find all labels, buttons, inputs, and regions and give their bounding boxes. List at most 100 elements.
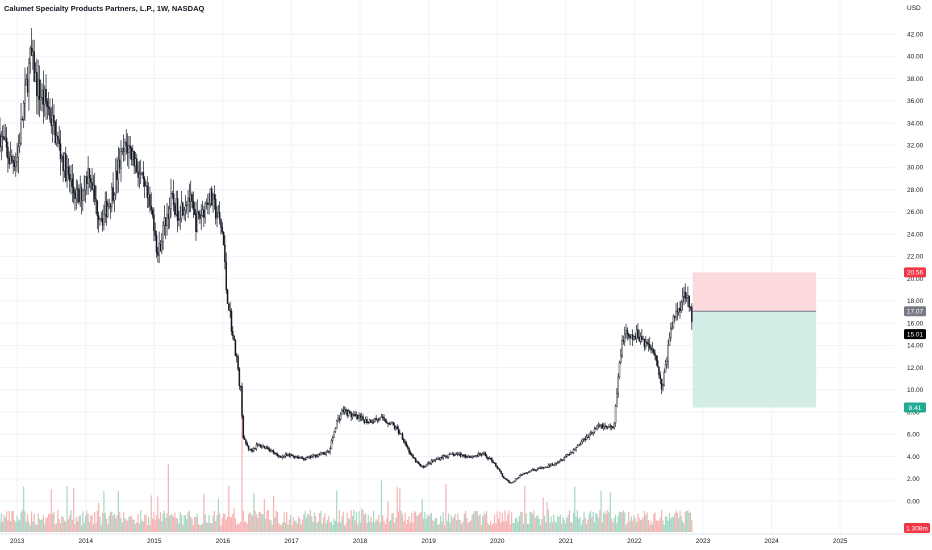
candle [297,455,300,460]
candle [499,468,501,472]
take-profit-zone[interactable] [692,311,817,408]
volume-bar [125,519,127,532]
candle-body [4,137,7,140]
price-axis[interactable]: 0.002.004.006.008.0010.0012.0014.0016.00… [907,31,924,505]
candle [339,412,342,422]
candle [647,338,650,352]
volume-bar [25,521,27,532]
candle [683,286,685,306]
candle-body [136,158,138,172]
volume-bar [599,510,601,532]
candle [0,117,1,153]
candle-body [134,158,137,167]
candle [318,452,321,456]
candle-body [659,374,662,380]
candle-body [438,458,441,460]
candle-body [335,420,338,429]
candle [410,452,413,457]
y-tick-label: 34.00 [907,120,924,127]
candle [189,180,192,212]
volume-bar [422,518,425,532]
volume-bar [525,513,527,532]
candle-body [180,202,183,219]
volume-bar [386,518,388,532]
candle-body [253,447,255,451]
candle [86,171,88,195]
candle-body [278,455,280,457]
volume-bar [570,522,572,532]
candle-body [49,108,51,120]
candle-body [516,478,518,480]
candle [288,452,291,458]
time-axis[interactable]: 2013 2014 2015 2016 2017 2018 2019 2020 2021 2022… [0,533,932,545]
stop-price-badge-bg [904,267,926,278]
candle-body [596,425,598,429]
candle [622,335,625,345]
candle [542,466,544,470]
candle-body [360,416,363,419]
candle-body [489,457,492,459]
candle-body [481,453,484,456]
volume-bar [187,512,189,532]
volume-bar [568,510,571,532]
candle-body [161,241,163,252]
volume-bar [462,521,464,532]
candle [259,444,262,448]
volume-bar [362,510,364,532]
candle-body [520,474,522,477]
volume-bar [111,511,113,532]
candle [217,205,220,218]
candle [338,415,341,424]
candle-body [495,463,497,467]
candle [602,423,605,431]
candle [172,179,175,212]
candle [296,455,299,459]
candle [658,366,660,379]
volume-bar [101,512,104,532]
candle [164,217,167,240]
candle [201,200,204,218]
candle-body [670,328,672,339]
candle-body [475,455,477,457]
stop-loss-zone[interactable] [692,272,817,312]
volume-bar [520,511,522,532]
volume-bar [374,522,376,532]
volume-bar [646,512,648,532]
candle [414,457,417,463]
candle-body [626,329,629,335]
candle [168,197,171,229]
volume-bar [250,513,252,532]
volume-bar [483,512,485,532]
candle [425,464,427,467]
candle-body [542,466,544,469]
volume-bar [269,519,271,532]
volume-bar [438,523,440,532]
candle-body [492,461,494,463]
volume-bar [212,515,214,532]
candle-body [242,415,245,439]
candle [439,456,442,461]
candle-body [546,466,548,468]
volume-bar [350,510,352,532]
candle [303,457,305,462]
candle [95,185,97,215]
candle-body [595,428,597,430]
candle-body [541,466,543,469]
candle-body [338,417,341,420]
volume-bar [300,524,302,532]
candle [375,415,377,421]
volume-bar [255,513,258,532]
candle-body [641,336,643,340]
volume-badge: 1.308m [904,523,930,533]
candle [435,457,438,461]
candle [689,306,692,311]
candle [142,161,145,188]
volume-bar [584,517,586,532]
candle-body [393,424,396,429]
volume-bar [415,512,417,532]
position-zones[interactable] [692,272,817,408]
volume-bar [21,509,23,532]
volume-bar [191,518,193,532]
candle [122,134,125,162]
